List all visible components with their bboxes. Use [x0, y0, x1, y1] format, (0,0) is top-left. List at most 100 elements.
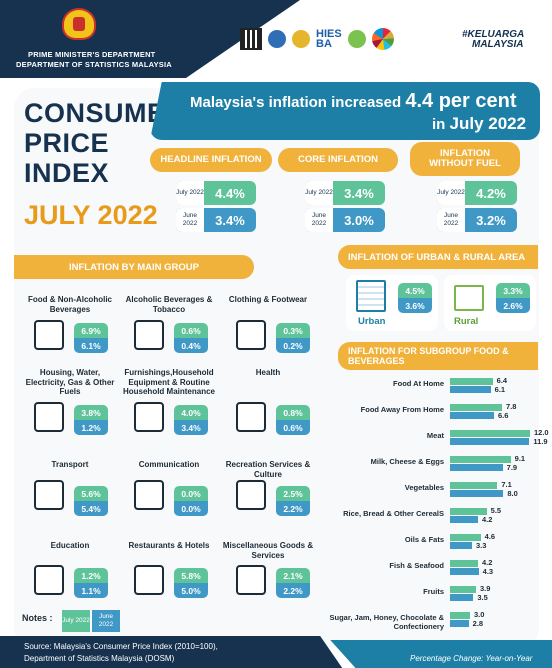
main-group-july-8: 2.5% — [276, 486, 310, 501]
main-group-icon-6 — [34, 480, 64, 510]
urban-july-value: 4.5% — [398, 283, 432, 298]
main-group-title-0: Food & Non-Alcoholic Beverages — [28, 295, 112, 314]
subgroup-bar-july-1 — [450, 404, 502, 411]
main-group-june-11: 2.2% — [276, 583, 310, 598]
main-group-july-5: 0.8% — [276, 405, 310, 420]
subgroup-bar-june-8 — [450, 594, 474, 601]
without-fuel-july: July 2022 4.2% — [437, 181, 517, 205]
subgroup-label-5: Rice, Bread & Other CerealS — [343, 509, 444, 518]
subgroup-bar-july-7 — [450, 560, 478, 567]
summary-pill-headline: HEADLINE INFLATION — [150, 148, 272, 172]
subgroup-bar-june-5 — [450, 516, 478, 523]
subgroup-label-7: Fish & Seafood — [389, 561, 444, 570]
subgroup-value-july-4: 7.1 — [501, 480, 512, 489]
main-group-june-4: 3.4% — [174, 420, 208, 435]
main-group-title-6: Transport — [51, 460, 89, 469]
main-group-title-5: Health — [255, 368, 281, 377]
main-group-title-1: Alcoholic Beverages & Tobacco — [125, 295, 213, 314]
urban-label: Urban — [358, 316, 386, 327]
page-date: JULY 2022 — [24, 200, 158, 230]
headline-june: June 2022 3.4% — [176, 208, 256, 232]
main-group-title-3: Housing, Water, Electricity, Gas & Other… — [25, 368, 115, 396]
main-group-july-9: 1.2% — [74, 568, 108, 583]
rural-june-value: 2.6% — [496, 298, 530, 313]
notes-july-chip: July 2022 — [62, 610, 90, 632]
main-group-title-7: Communication — [138, 460, 200, 469]
header: PRIME MINISTER'S DEPARTMENT DEPARTMENT O… — [0, 0, 552, 78]
main-group-title-9: Education — [50, 541, 90, 550]
subgroup-value-june-0: 6.1 — [494, 385, 506, 394]
notes-label: Notes : — [22, 613, 53, 623]
footer-teal-band — [330, 640, 552, 668]
partner-logos: HIES BA — [240, 28, 394, 50]
main-group-icon-3 — [34, 402, 64, 432]
main-group-icon-4 — [134, 402, 164, 432]
hies-logo: HIES BA — [316, 28, 342, 50]
footer-band — [0, 636, 343, 668]
subgroup-value-june-2: 11.9 — [533, 437, 548, 446]
without-fuel-june: June 2022 3.2% — [437, 208, 517, 232]
main-group-june-1: 0.4% — [174, 338, 208, 353]
main-group-icon-5 — [236, 402, 266, 432]
notes-june-chip: June 2022 — [92, 610, 120, 632]
main-group-july-7: 0.0% — [174, 486, 208, 501]
main-group-july-11: 2.1% — [276, 568, 310, 583]
census-logo-icon — [347, 30, 366, 48]
main-group-june-6: 5.4% — [74, 501, 108, 516]
subgroup-value-july-2: 12.0 — [534, 428, 549, 437]
subgroup-value-july-7: 4.2 — [482, 558, 493, 567]
main-group-july-1: 0.6% — [174, 323, 208, 338]
subgroup-value-july-9: 3.0 — [474, 610, 485, 619]
subgroup-bar-july-4 — [450, 482, 498, 489]
subgroup-value-june-7: 4.3 — [482, 567, 494, 576]
subgroup-bar-june-4 — [450, 490, 504, 497]
subgroup-value-june-9: 2.8 — [472, 619, 484, 628]
subgroup-bar-june-6 — [450, 542, 472, 549]
main-group-icon-9 — [34, 565, 64, 595]
subgroup-label-8: Fruits — [423, 587, 444, 596]
subgroup-bar-june-2 — [450, 438, 530, 445]
source-line-2: Department of Statistics Malaysia (DOSM) — [24, 654, 175, 663]
subgroup-bar-july-0 — [450, 378, 493, 385]
subgroup-value-july-5: 5.5 — [490, 506, 502, 515]
subgroup-bar-july-6 — [450, 534, 481, 541]
subgroup-value-july-1: 7.8 — [506, 402, 517, 411]
keluarga-malaysia-logo: #KELUARGA MALAYSIA — [462, 29, 525, 50]
subgroup-bar-june-3 — [450, 464, 503, 471]
subgroup-bar-june-0 — [450, 386, 491, 393]
subgroup-value-june-8: 3.5 — [477, 593, 488, 602]
coat-of-arms-icon — [62, 8, 96, 40]
urban-june-value: 3.6% — [398, 298, 432, 313]
anniversary-logo-icon — [292, 30, 310, 48]
subgroup-label-6: Oils & Fats — [404, 535, 444, 544]
core-june: June 2022 3.0% — [305, 208, 385, 232]
subgroup-bar-july-5 — [450, 508, 487, 515]
subgroup-value-june-4: 8.0 — [507, 489, 518, 498]
main-group-title-2: Clothing & Footwear — [228, 295, 308, 304]
main-group-icon-7 — [134, 480, 164, 510]
subgroup-bar-july-2 — [450, 430, 530, 437]
subgroup-value-june-1: 6.6 — [498, 411, 509, 420]
urban-building-icon — [356, 280, 386, 312]
banner-line-1: Malaysia's inflation increased 4.4 per c… — [190, 90, 517, 112]
headline-banner — [150, 82, 540, 140]
subgroup-value-june-5: 4.2 — [482, 515, 493, 524]
rural-house-icon — [454, 285, 484, 311]
qr-code-icon — [240, 28, 262, 50]
subgroup-label-2: Meat — [426, 431, 444, 440]
summary-pill-without-fuel: INFLATION WITHOUT FUEL — [410, 142, 520, 176]
percentage-change-note: Percentage Change: Year-on-Year — [410, 654, 533, 663]
subgroup-chart-title: INFLATION FOR SUBGROUP FOOD & BEVERAGES — [338, 342, 538, 370]
main-group-icon-8 — [236, 480, 266, 510]
summary-pill-core: CORE INFLATION — [278, 148, 398, 172]
main-group-june-2: 0.2% — [276, 338, 310, 353]
main-group-june-5: 0.6% — [276, 420, 310, 435]
main-group-july-0: 6.9% — [74, 323, 108, 338]
main-group-july-3: 3.8% — [74, 405, 108, 420]
subgroup-value-july-3: 9.1 — [514, 454, 526, 463]
main-group-icon-2 — [236, 320, 266, 350]
main-group-june-7: 0.0% — [174, 501, 208, 516]
main-group-july-6: 5.6% — [74, 486, 108, 501]
subgroup-value-july-6: 4.6 — [484, 532, 496, 541]
